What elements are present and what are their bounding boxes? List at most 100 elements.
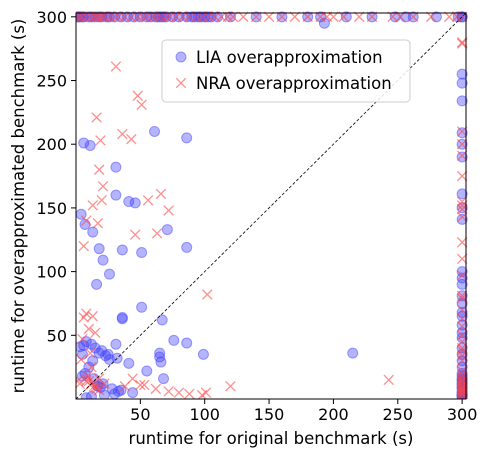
legend-label: NRA overapproximation <box>196 74 392 93</box>
nra-point <box>456 293 468 304</box>
nra-point <box>95 135 106 146</box>
lia-point <box>80 392 92 399</box>
nra-point <box>109 11 120 23</box>
nra-point <box>92 217 104 229</box>
nra-point <box>126 133 137 145</box>
nra-point <box>136 99 147 110</box>
nra-point <box>77 11 88 23</box>
lia-point <box>158 11 170 23</box>
y-tick-label: 50 <box>47 326 67 345</box>
nra-point <box>137 11 149 23</box>
nra-point <box>173 387 185 398</box>
nra-point <box>129 229 141 240</box>
nra-point <box>456 388 468 399</box>
nra-point <box>456 375 468 387</box>
lia-point <box>110 161 122 173</box>
nra-point <box>127 373 138 384</box>
x-tick-label: 300 <box>447 405 478 424</box>
lia-point <box>181 132 193 144</box>
nra-point <box>81 11 92 23</box>
nra-point <box>86 361 97 373</box>
lia-point <box>156 314 168 326</box>
lia-point <box>110 189 122 201</box>
nra-point <box>456 126 468 137</box>
nra-point <box>88 11 100 23</box>
nra-point <box>76 354 87 365</box>
nra-point <box>456 345 468 356</box>
nra-point <box>456 321 468 332</box>
lia-point <box>97 254 109 266</box>
lia-point <box>456 188 468 200</box>
nra-point <box>456 304 468 316</box>
lia-point <box>109 388 121 399</box>
lia-point <box>110 338 122 350</box>
nra-point <box>87 310 98 322</box>
nra-point <box>97 180 109 192</box>
lia-point <box>87 226 99 238</box>
y-tick-label: 250 <box>36 72 67 91</box>
lia-point <box>103 268 115 280</box>
nra-point <box>163 205 174 216</box>
nra-point <box>81 215 92 226</box>
lia-point <box>456 213 468 225</box>
lia-point <box>158 373 170 385</box>
nra-point <box>456 38 468 49</box>
nra-point <box>191 11 203 23</box>
nra-point <box>104 11 115 23</box>
lia-point <box>106 383 118 395</box>
nra-point <box>338 11 349 23</box>
nra-point <box>155 11 167 23</box>
nra-point <box>456 150 468 161</box>
nra-point <box>150 383 162 395</box>
nra-point <box>456 372 468 383</box>
nra-point <box>456 203 468 215</box>
lia-point <box>79 218 91 230</box>
lia-point <box>340 11 352 23</box>
lia-point <box>76 208 87 220</box>
lia-point <box>116 244 128 256</box>
lia-point <box>318 17 330 29</box>
lia-point <box>224 11 236 23</box>
lia-point <box>116 313 128 325</box>
points-layer <box>76 11 468 399</box>
nra-point <box>456 384 468 396</box>
nra-point <box>225 381 236 392</box>
nra-point <box>276 11 288 23</box>
nra-point <box>227 11 239 23</box>
nra-point <box>456 253 468 265</box>
nra-point <box>456 237 468 248</box>
lia-point <box>456 306 468 318</box>
x-axis-label: runtime for original benchmark (s) <box>129 429 414 448</box>
lia-point <box>149 125 161 137</box>
nra-point <box>387 11 398 23</box>
nra-point <box>83 323 95 335</box>
lia-point <box>456 127 468 139</box>
nra-point <box>96 11 108 23</box>
nra-point <box>202 289 213 300</box>
nra-point <box>155 188 167 200</box>
nra-point <box>151 228 163 239</box>
nra-point <box>456 383 468 395</box>
nra-point <box>78 312 89 323</box>
nra-point <box>250 11 262 23</box>
y-tick-label: 200 <box>36 135 67 154</box>
nra-point <box>184 11 195 23</box>
nra-point <box>77 333 88 345</box>
lia-point <box>456 202 468 214</box>
nra-point <box>184 388 195 399</box>
lia-point <box>127 387 139 399</box>
legend-box <box>161 39 411 103</box>
y-tick-label: 100 <box>36 263 67 282</box>
nra-point <box>132 11 144 23</box>
lia-point <box>136 246 148 258</box>
lia-point <box>456 95 468 107</box>
lia-point <box>173 11 185 23</box>
nra-point <box>78 240 89 252</box>
nra-point <box>222 11 234 23</box>
legend-marker-lia <box>175 51 187 63</box>
nra-point <box>395 11 406 23</box>
lia-point <box>452 11 464 23</box>
lia-point <box>347 347 359 359</box>
nra-point <box>456 270 468 281</box>
